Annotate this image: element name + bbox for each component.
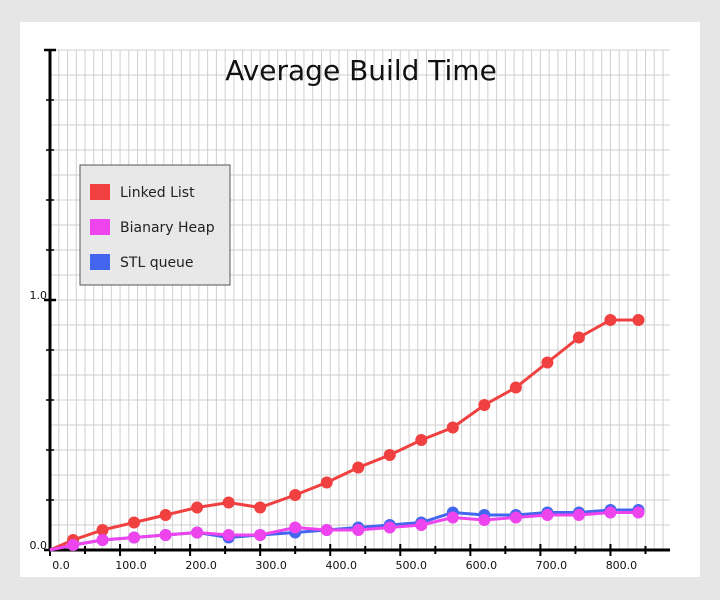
data-point [632,314,645,326]
data-point [128,531,141,544]
legend-label: Bianary Heap [120,220,215,236]
data-point [541,356,554,369]
data-point [159,509,172,521]
data-point [96,524,109,536]
x-tick-label: 800.0 [606,559,638,572]
series-layer [49,314,645,552]
data-point [191,501,204,514]
legend-swatch [90,184,110,200]
data-point [478,514,491,526]
data-point [604,314,617,326]
chart-svg: 0.0 1.0 0.0 100.0 200.0 300.0 400.0 500.0 600.0 7… [30,48,670,572]
grid [49,49,670,551]
data-point [604,506,617,519]
data-point [509,511,522,524]
data-point [446,511,459,524]
data-point [478,399,491,411]
data-point [572,509,585,521]
data-point [383,449,396,461]
legend: Linked List Bianary Heap STL queue [79,164,231,286]
y-tick-label: 1.0 [30,289,48,302]
data-point [159,529,172,541]
data-point [509,381,522,394]
x-tick-label: 500.0 [396,559,428,572]
data-point [254,501,267,514]
data-point [320,476,333,489]
legend-label: STL queue [120,255,194,271]
data-point [191,526,204,539]
x-tick-label: 200.0 [185,559,217,572]
data-point [320,524,333,536]
data-point [289,521,302,534]
data-point [289,489,302,501]
chart-title: Average Build Time [225,54,497,87]
x-tick-label: 100.0 [115,559,147,572]
data-point [541,509,554,521]
y-tick-label: 0.0 [30,539,48,552]
x-tick-label: 400.0 [325,559,357,572]
data-point [254,529,267,541]
data-point [383,521,396,534]
x-tick-label: 300.0 [255,559,287,572]
x-tick-label: 700.0 [536,559,568,572]
legend-items: Linked List Bianary Heap STL queue [90,184,215,271]
legend-label: Linked List [120,185,195,201]
axes: 0.0 1.0 0.0 100.0 200.0 300.0 400.0 500.0 600.0 7… [30,48,670,572]
data-point [415,434,428,446]
data-point [96,534,109,546]
data-point [572,331,585,344]
data-point [222,529,235,541]
data-point [352,461,365,474]
data-point [67,539,80,551]
data-point [446,421,459,434]
legend-swatch [90,219,110,235]
data-point [632,506,645,519]
legend-swatch [90,254,110,270]
x-tick-label: 0.0 [52,559,70,572]
data-point [352,524,365,536]
data-point [415,519,428,531]
data-point [222,496,235,509]
x-tick-label: 600.0 [466,559,498,572]
chart-frame: 0.0 1.0 0.0 100.0 200.0 300.0 400.0 500.0 600.0 7… [20,22,700,577]
data-point [128,516,141,529]
